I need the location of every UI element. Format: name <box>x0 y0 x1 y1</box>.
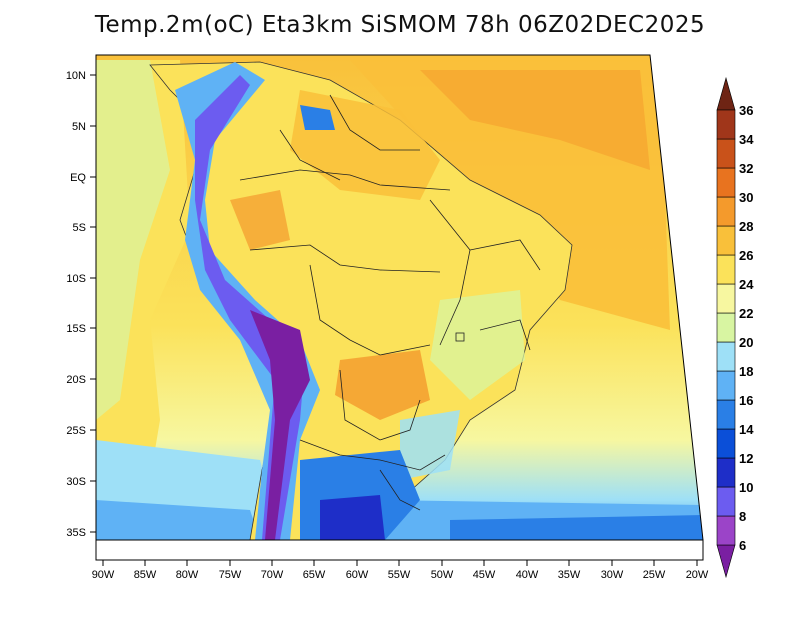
colorbar-arrow-max <box>716 76 736 111</box>
lat-label: 30S <box>66 476 86 488</box>
lon-label: 60W <box>346 569 369 581</box>
colorbar-label: 14 <box>739 422 754 437</box>
lon-label: 35W <box>558 569 581 581</box>
south-pacific-cold <box>96 500 260 540</box>
colorbar-label: 20 <box>739 335 753 350</box>
map-bottom-margin <box>95 539 704 561</box>
colorbar-label: 30 <box>739 190 753 205</box>
country-borders <box>239 94 541 511</box>
lon-label: 70W <box>261 569 284 581</box>
lon-label: 55W <box>388 569 411 581</box>
colorbar-label: 32 <box>739 161 753 176</box>
colorbar-label: 12 <box>739 451 753 466</box>
colorbar-label: 28 <box>739 219 753 234</box>
chaco-hot-region <box>335 350 430 420</box>
federal-district-border <box>455 332 465 342</box>
pampa-colder-region <box>320 495 385 540</box>
colorbar-segment <box>716 167 736 198</box>
colorbar-arrow-min <box>716 544 736 579</box>
lat-label: 35S <box>66 527 86 539</box>
colorbar-label: 10 <box>739 480 753 495</box>
colorbar-segment <box>716 312 736 343</box>
colorbar-label: 36 <box>739 103 753 118</box>
altiplano-coldest <box>250 310 310 540</box>
lat-label: 10N <box>66 70 86 82</box>
map-panel <box>96 55 703 540</box>
colorbar-segment <box>716 370 736 401</box>
atlantic-hot-region <box>420 70 650 170</box>
colorbar-label: 6 <box>739 538 746 553</box>
longitude-axis: 90W 85W 80W 75W 70W 65W 60W 55W 50W 45W … <box>92 560 709 581</box>
lat-label: EQ <box>70 172 86 184</box>
lon-label: 50W <box>431 569 454 581</box>
south-brazil-cool <box>400 410 460 480</box>
pacific-cool-band <box>96 60 170 420</box>
lat-label: 20S <box>66 374 86 386</box>
colorbar-segment <box>716 138 736 169</box>
lat-label: 15S <box>66 323 86 335</box>
colorbar-label: 34 <box>739 132 754 147</box>
colorbar-segment <box>716 341 736 372</box>
lon-label: 75W <box>219 569 242 581</box>
peru-warm-region <box>230 190 290 250</box>
colorbar-segment <box>716 486 736 517</box>
lon-label: 40W <box>516 569 539 581</box>
lon-label: 45W <box>473 569 496 581</box>
colorbar-segment <box>716 283 736 314</box>
lat-label: 5N <box>72 121 86 133</box>
lat-label: 5S <box>73 222 86 234</box>
colorbar-segment <box>716 254 736 285</box>
map-title: Temp.2m(oC) Eta3km SiSMOM 78h 06Z02DEC20… <box>94 12 706 38</box>
colorbar-label: 18 <box>739 364 753 379</box>
lat-label: 10S <box>66 273 86 285</box>
latitude-axis: 10N 5N EQ 5S 10S 15S 20S 25S 30S 35S <box>66 70 96 539</box>
lon-label: 20W <box>686 569 709 581</box>
brazil-highland-mild <box>430 290 525 400</box>
lon-label: 85W <box>134 569 157 581</box>
colorbar: 6 8 10 12 14 16 18 20 22 24 26 28 30 32 34 36 <box>716 76 754 579</box>
colorbar-segment <box>716 225 736 256</box>
colorbar-label: 22 <box>739 306 753 321</box>
lon-label: 25W <box>643 569 666 581</box>
colorbar-segment <box>716 428 736 459</box>
colorbar-segment <box>716 515 736 546</box>
colorbar-label: 8 <box>739 509 746 524</box>
colorbar-segment <box>716 399 736 430</box>
colorbar-segment <box>716 109 736 140</box>
guiana-highland-cold <box>300 105 335 130</box>
lat-label: 25S <box>66 425 86 437</box>
colorbar-label: 26 <box>739 248 753 263</box>
lon-label: 65W <box>303 569 326 581</box>
lon-label: 30W <box>601 569 624 581</box>
south-atlantic-cold <box>450 515 703 540</box>
colorbar-segment <box>716 196 736 227</box>
colorbar-label: 24 <box>739 277 754 292</box>
colorbar-label: 16 <box>739 393 753 408</box>
lon-label: 90W <box>92 569 115 581</box>
colorbar-segment <box>716 457 736 488</box>
lon-label: 80W <box>176 569 199 581</box>
